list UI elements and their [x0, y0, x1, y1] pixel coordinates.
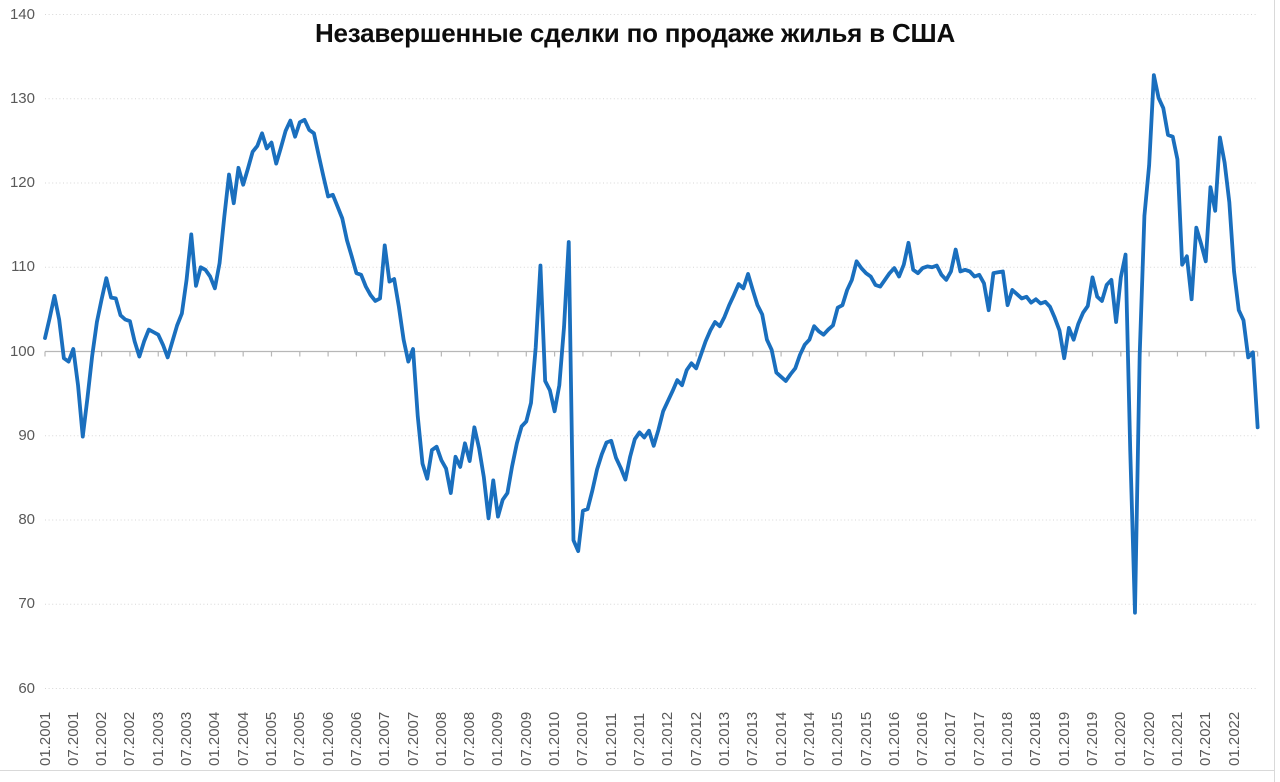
- x-axis-label: 01.2002: [93, 711, 111, 766]
- x-axis-label: 01.2020: [1112, 711, 1130, 766]
- data-series-line: [43, 73, 1260, 615]
- y-axis-label-130: 130: [9, 89, 35, 107]
- x-axis-label: 01.2014: [772, 711, 790, 766]
- y-axis-label-120: 120: [9, 174, 35, 191]
- x-axis-label: 01.2022: [1225, 711, 1243, 766]
- x-axis-label: 01.2021: [1168, 711, 1186, 766]
- page-right-border: [1274, 0, 1275, 782]
- y-axis-label-90: 90: [18, 426, 35, 444]
- x-axis-label: 01.2003: [149, 711, 167, 766]
- x-axis-label: 01.2004: [206, 711, 224, 766]
- y-axis-label-140: 140: [9, 5, 35, 23]
- x-axis-label: 01.2015: [829, 711, 847, 766]
- x-axis-label: 07.2018: [1027, 711, 1045, 766]
- y-axis-label-60: 60: [18, 679, 35, 697]
- x-axis-label: 01.2016: [885, 711, 903, 766]
- x-axis-label: 07.2012: [687, 711, 705, 766]
- x-axis-label: 07.2003: [178, 711, 196, 766]
- x-axis-label: 07.2005: [291, 711, 309, 766]
- x-axis-label: 07.2010: [574, 711, 592, 766]
- x-axis-label: 01.2005: [262, 711, 280, 766]
- x-axis-label: 01.2001: [36, 711, 54, 766]
- x-axis-label: 07.2016: [914, 711, 932, 766]
- x-axis-label: 07.2013: [744, 711, 762, 766]
- x-axis-label: 07.2001: [64, 711, 82, 766]
- x-axis-label: 01.2009: [489, 711, 507, 766]
- x-axis-label: 07.2008: [461, 711, 479, 766]
- x-axis-label: 01.2017: [942, 711, 960, 766]
- x-axis-label: 07.2009: [517, 711, 535, 766]
- x-axis-label: 01.2018: [999, 711, 1017, 766]
- y-axis-label-100: 100: [9, 342, 35, 360]
- chart-title: Незавершенные сделки по продаже жилья в …: [314, 18, 956, 48]
- y-axis-label-80: 80: [18, 511, 35, 528]
- x-axis-label: 01.2007: [376, 711, 394, 766]
- x-axis-label: 07.2017: [970, 711, 988, 766]
- x-axis-label: 07.2014: [800, 711, 818, 766]
- x-axis-label: 07.2002: [121, 711, 139, 766]
- x-axis-label: 01.2008: [432, 711, 450, 766]
- y-axis-label-70: 70: [18, 595, 35, 613]
- x-axis-label: 07.2007: [404, 711, 422, 766]
- x-axis-label: 07.2004: [234, 711, 252, 766]
- x-axis-label: 07.2021: [1197, 711, 1215, 766]
- x-axis-label: 01.2010: [546, 711, 564, 766]
- page-bottom-border: [0, 770, 1274, 771]
- x-axis-label: 07.2006: [347, 711, 365, 766]
- x-axis-label: 07.2019: [1084, 711, 1101, 766]
- x-axis-label: 07.2020: [1140, 711, 1158, 766]
- x-axis-label: 01.2012: [659, 711, 677, 766]
- x-axis-label: 01.2019: [1055, 711, 1073, 766]
- x-axis-label: 07.2015: [857, 711, 875, 766]
- y-axis-label-110: 110: [11, 258, 35, 276]
- x-axis-label: 07.2011: [631, 712, 649, 766]
- x-axis-label: 01.2011: [602, 712, 620, 766]
- x-axis-label: 01.2013: [715, 711, 733, 766]
- x-axis-label: 01.2006: [319, 711, 337, 766]
